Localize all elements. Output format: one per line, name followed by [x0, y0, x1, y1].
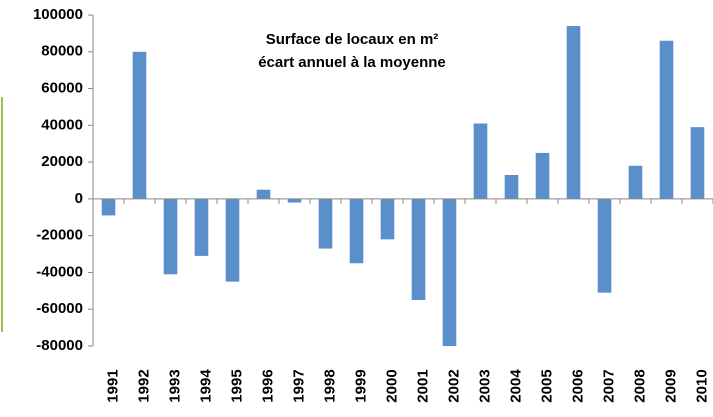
bar — [287, 198, 302, 203]
y-tick-label: -60000 — [36, 300, 83, 317]
bar — [380, 198, 395, 240]
y-tick-label: 60000 — [41, 80, 83, 97]
x-tick-label: 2002 — [445, 369, 462, 402]
chart-subtitle: écart annuel à la moyenne — [258, 54, 446, 71]
bar — [225, 198, 240, 282]
x-tick-label: 2000 — [383, 369, 400, 402]
bar — [535, 152, 550, 199]
bar — [659, 40, 674, 199]
y-tick-label: 80000 — [41, 43, 83, 60]
x-tick-label: 2006 — [569, 369, 586, 402]
bar — [504, 174, 519, 199]
y-tick-label: -40000 — [36, 263, 83, 280]
y-tick-label: 20000 — [41, 153, 83, 170]
bar — [566, 26, 581, 199]
x-tick-label: 2005 — [538, 369, 555, 402]
y-tick-label: -20000 — [36, 227, 83, 244]
bar — [256, 189, 271, 199]
x-tick-label: 1991 — [104, 369, 121, 402]
x-tick-label: 2004 — [507, 369, 524, 403]
bar — [349, 198, 364, 264]
bar — [132, 51, 147, 199]
bar — [690, 127, 705, 199]
x-tick-label: 2009 — [662, 369, 679, 402]
bar — [163, 198, 178, 275]
x-tick-label: 2001 — [414, 369, 431, 402]
x-tick-label: 2003 — [476, 369, 493, 402]
bar — [194, 198, 209, 256]
bar — [442, 198, 457, 346]
y-tick-label: 40000 — [41, 116, 83, 133]
bar — [411, 198, 426, 301]
x-tick-label: 1995 — [228, 369, 245, 402]
x-tick-label: 1997 — [290, 369, 307, 402]
x-tick-label: 2010 — [693, 369, 710, 402]
bar — [628, 165, 643, 199]
x-tick-label: 1998 — [321, 369, 338, 402]
bar — [318, 198, 333, 249]
chart-title: Surface de locaux en m² — [266, 31, 439, 48]
x-tick-label: 1994 — [197, 369, 214, 403]
y-tick-label: 0 — [75, 190, 83, 207]
bar — [473, 123, 488, 199]
x-tick-label: 1993 — [166, 369, 183, 402]
x-tick-label: 1992 — [135, 369, 152, 402]
x-tick-label: 2007 — [600, 369, 617, 402]
y-tick-label: -80000 — [36, 337, 83, 354]
x-tick-label: 1999 — [352, 369, 369, 402]
x-tick-label: 2008 — [631, 369, 648, 402]
y-tick-label: 100000 — [33, 6, 83, 23]
bar — [101, 198, 116, 216]
bar — [597, 198, 612, 293]
x-tick-label: 1996 — [259, 369, 276, 402]
